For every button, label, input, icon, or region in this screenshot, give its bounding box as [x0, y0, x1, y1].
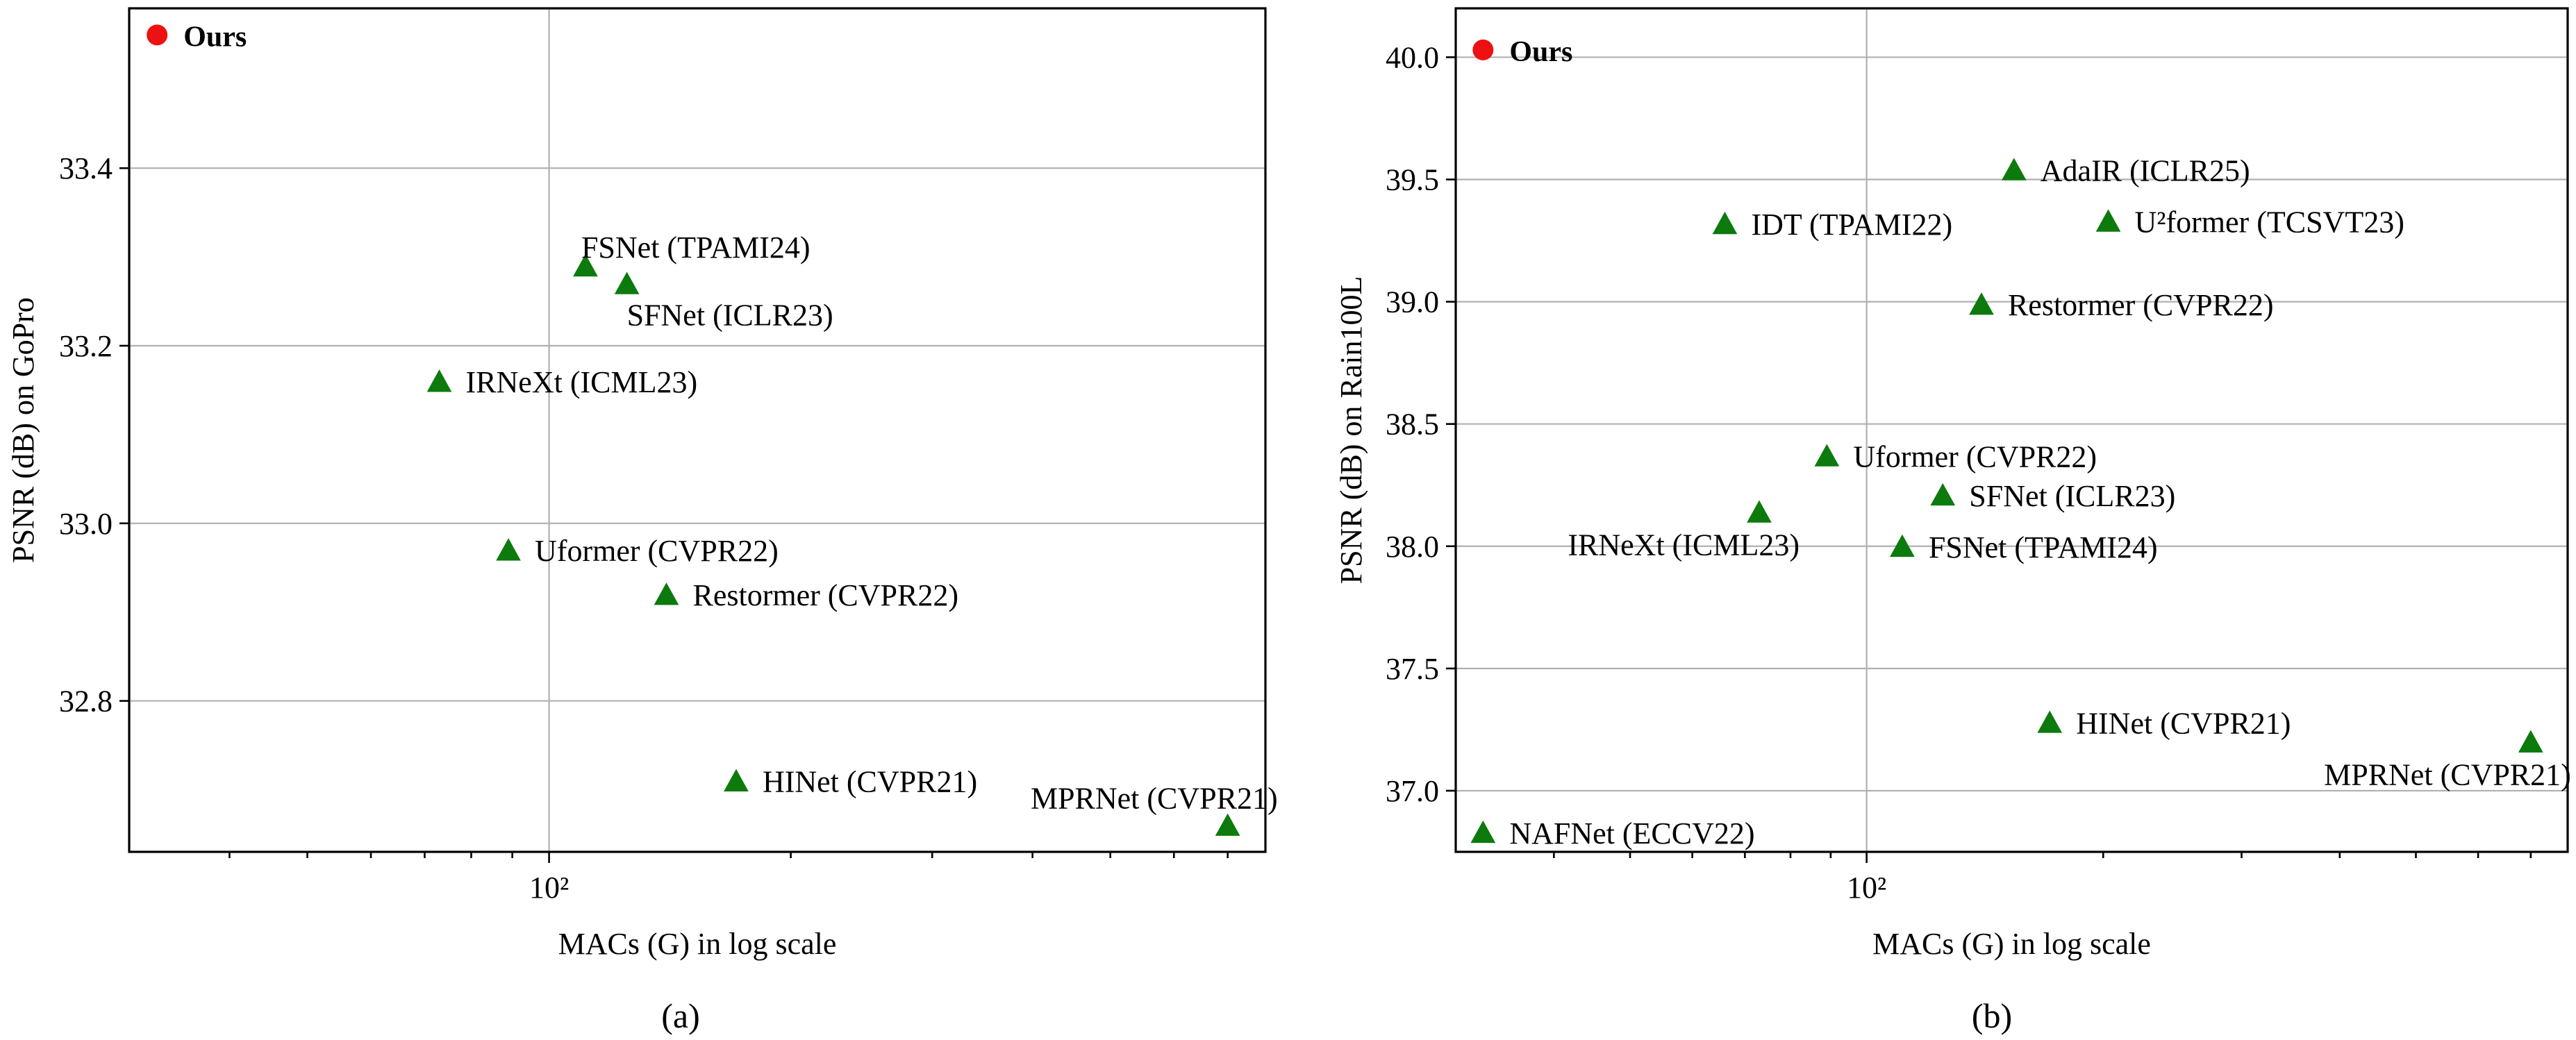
- point-restormer-cvpr22-label: Restormer (CVPR22): [2008, 288, 2274, 322]
- point-ours-label: Ours: [1509, 36, 1572, 68]
- point-nafnet-eccv22-label: NAFNet (ECCV22): [1509, 816, 1754, 850]
- point-hinet-cvpr21-marker: [724, 769, 749, 791]
- point-mprnet-cvpr21-label: MPRNet (CVPR21): [1031, 782, 1278, 816]
- y-tick-label: 38.0: [1386, 530, 1439, 564]
- point-hinet-cvpr21-marker: [2037, 710, 2063, 733]
- point-u-former-tcsvt23-label: U²former (TCSVT23): [2135, 205, 2404, 239]
- y-tick-label: 33.4: [59, 151, 113, 185]
- point-ours-marker: [147, 24, 168, 46]
- point-fsnet-tpami24-marker: [573, 253, 598, 277]
- point-fsnet-tpami24-label: FSNet (TPAMI24): [1929, 530, 2158, 564]
- point-u-former-tcsvt23-marker: [2095, 209, 2121, 232]
- point-uformer-cvpr22-marker: [1814, 444, 1840, 467]
- point-irnext-icml23-label: IRNeXt (ICML23): [1568, 528, 1800, 562]
- point-adair-iclr25-marker: [2001, 158, 2027, 181]
- y-tick-label: 33.0: [59, 507, 113, 541]
- panel-a-chart: 32.8 33.0 33.2 33.4 10² MACs (G) in log scale…: [6, 7, 1278, 1035]
- panel-b-chart: 37.0 37.5 38.0 38.5 39.0 39.5 40.0 10² MACs (G) …: [1334, 7, 2571, 1035]
- x-tick-label: 10²: [529, 871, 569, 905]
- y-axis-label: PSNR (dB) on Rain100L: [1334, 276, 1368, 585]
- point-nafnet-eccv22-marker: [1470, 820, 1496, 844]
- point-sfnet-iclr23-label: SFNet (ICLR23): [1969, 479, 2175, 513]
- point-uformer-cvpr22-label: Uformer (CVPR22): [535, 534, 779, 568]
- x-axis-label: MACs (G) in log scale: [1872, 927, 2151, 961]
- point-hinet-cvpr21-label: HINet (CVPR21): [2076, 706, 2291, 740]
- y-tick-label: 33.2: [59, 329, 113, 363]
- y-tick-label: 39.5: [1386, 163, 1439, 197]
- point-fsnet-tpami24-marker: [1890, 534, 1915, 557]
- panel-caption: (b): [1972, 996, 2012, 1035]
- point-irnext-icml23-marker: [426, 369, 452, 392]
- point-adair-iclr25-label: AdaIR (ICLR25): [2041, 153, 2250, 187]
- point-fsnet-tpami24-label: FSNet (TPAMI24): [581, 230, 811, 265]
- panel-caption: (a): [661, 996, 700, 1035]
- y-tick-label: 39.0: [1386, 285, 1439, 319]
- point-sfnet-iclr23-label: SFNet (ICLR23): [627, 298, 833, 332]
- y-tick-label: 40.0: [1386, 40, 1439, 74]
- point-irnext-icml23-marker: [1747, 500, 1772, 523]
- point-mprnet-cvpr21-label: MPRNet (CVPR21): [2324, 758, 2571, 792]
- point-mprnet-cvpr21-marker: [2518, 730, 2543, 753]
- x-axis-label: MACs (G) in log scale: [558, 927, 837, 961]
- plot-frame: [1454, 7, 2569, 853]
- point-hinet-cvpr21-label: HINet (CVPR21): [763, 765, 977, 799]
- y-tick-label: 37.5: [1386, 652, 1439, 686]
- y-tick-label: 32.8: [59, 685, 113, 719]
- point-irnext-icml23-label: IRNeXt (ICML23): [466, 365, 698, 399]
- point-ours-marker: [1472, 39, 1494, 60]
- y-tick-label: 37.0: [1386, 774, 1439, 808]
- point-restormer-cvpr22-label: Restormer (CVPR22): [693, 578, 959, 612]
- point-uformer-cvpr22-marker: [496, 538, 521, 561]
- point-idt-tpami22-marker: [1712, 211, 1738, 235]
- y-axis-label: PSNR (dB) on GoPro: [6, 297, 40, 563]
- point-sfnet-iclr23-marker: [1930, 483, 1956, 506]
- point-restormer-cvpr22-marker: [1969, 292, 1994, 315]
- point-sfnet-iclr23-marker: [614, 271, 640, 294]
- point-restormer-cvpr22-marker: [654, 582, 679, 605]
- y-tick-label: 38.5: [1386, 408, 1439, 442]
- point-uformer-cvpr22-label: Uformer (CVPR22): [1853, 439, 2097, 473]
- plot-frame: [128, 7, 1267, 853]
- x-tick-label: 10²: [1847, 871, 1886, 905]
- point-ours-label: Ours: [183, 21, 247, 53]
- point-mprnet-cvpr21-marker: [1215, 813, 1240, 836]
- point-idt-tpami22-label: IDT (TPAMI22): [1751, 208, 1952, 242]
